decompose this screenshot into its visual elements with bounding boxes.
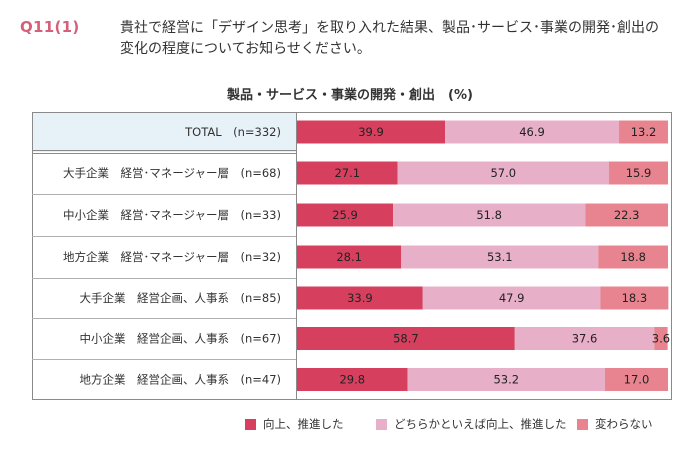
bar-segment [654, 327, 668, 350]
legend-item-unchanged: 変わらない [577, 416, 653, 432]
data-label: 15.9 [626, 166, 652, 180]
bar-segment [600, 286, 669, 310]
question-text-line-2: 変化の程度についてお知らせください。 [120, 41, 371, 57]
category-label: 大手企業 経営企画、人事系 (n=85) [79, 291, 281, 305]
data-label: 51.8 [476, 208, 502, 222]
chart-frame [32, 112, 672, 400]
category-label: TOTAL (n=332) [184, 125, 281, 139]
data-label: 46.9 [519, 125, 545, 139]
legend-swatch-improved [245, 418, 256, 430]
data-label: 57.0 [490, 166, 516, 180]
data-label: 17.0 [624, 373, 650, 387]
bar-segment [297, 327, 515, 350]
category-label: 中小企業 経営企画、人事系 (n=67) [79, 332, 281, 346]
legend-swatch-somewhat-improved [376, 418, 387, 430]
bar-segment [609, 161, 668, 185]
question-number: Q11(1) [20, 18, 80, 36]
data-label: 22.3 [614, 208, 640, 222]
chart-title: 製品・サービス・事業の開発・創出 (%) [227, 88, 473, 103]
data-label: 47.9 [499, 291, 525, 305]
bar-segment [297, 368, 408, 391]
data-label: 27.1 [334, 166, 360, 180]
bar-segment [297, 203, 394, 227]
data-label: 33.9 [347, 291, 373, 305]
bar-segment [514, 327, 655, 350]
question-text-line-1: 貴社で経営に「デザイン思考」を取り入れた結果、製品･サービス･事業の開発･創出の [120, 20, 659, 36]
data-label: 37.6 [572, 332, 598, 346]
category-label: 大手企業 経営･マネージャー層 (n=68) [63, 166, 281, 180]
legend-label-somewhat-improved: どちらかといえば向上、推進した [394, 417, 567, 431]
data-label: 25.9 [332, 208, 358, 222]
data-label: 53.1 [487, 250, 513, 264]
bar-segment [397, 161, 610, 185]
data-label: 58.7 [393, 332, 419, 346]
bar-segment [445, 120, 620, 144]
legend-swatch-unchanged [577, 418, 588, 430]
question-header: Q11(1) 貴社で経営に「デザイン思考」を取り入れた結果、製品･サービス･事業… [20, 18, 690, 60]
bar-segment [297, 161, 398, 185]
data-label: 13.2 [631, 125, 657, 139]
category-label: 中小企業 経営･マネージャー層 (n=33) [63, 208, 281, 222]
bar-segment [401, 245, 599, 269]
question-text: 貴社で経営に「デザイン思考」を取り入れた結果、製品･サービス･事業の開発･創出の… [120, 18, 659, 60]
bar-segment [297, 286, 423, 310]
bar-segment [598, 245, 668, 269]
data-label: 18.3 [622, 291, 648, 305]
data-label: 39.9 [358, 125, 384, 139]
legend-item-somewhat-improved: どちらかといえば向上、推進した [376, 416, 567, 432]
legend-item-improved: 向上、推進した [245, 416, 344, 432]
legend-label-improved: 向上、推進した [263, 417, 344, 431]
category-label: 地方企業 経営･マネージャー層 (n=32) [63, 250, 281, 264]
bar-segment [393, 203, 586, 227]
bar-segment [619, 120, 668, 144]
bar-segment [604, 368, 668, 391]
data-label: 18.8 [620, 250, 646, 264]
data-label: 53.2 [493, 373, 519, 387]
bar-segment [297, 245, 402, 269]
bar-segment [407, 368, 605, 391]
data-label: 3.6 [652, 332, 670, 346]
legend-label-unchanged: 変わらない [595, 417, 653, 431]
total-row-highlight [32, 112, 296, 152]
bar-segment [297, 120, 446, 144]
category-label: 地方企業 経営企画、人事系 (n=47) [79, 373, 281, 387]
data-label: 29.8 [339, 373, 365, 387]
data-label: 28.1 [336, 250, 362, 264]
bar-segment [585, 203, 668, 227]
bar-segment [422, 286, 601, 310]
